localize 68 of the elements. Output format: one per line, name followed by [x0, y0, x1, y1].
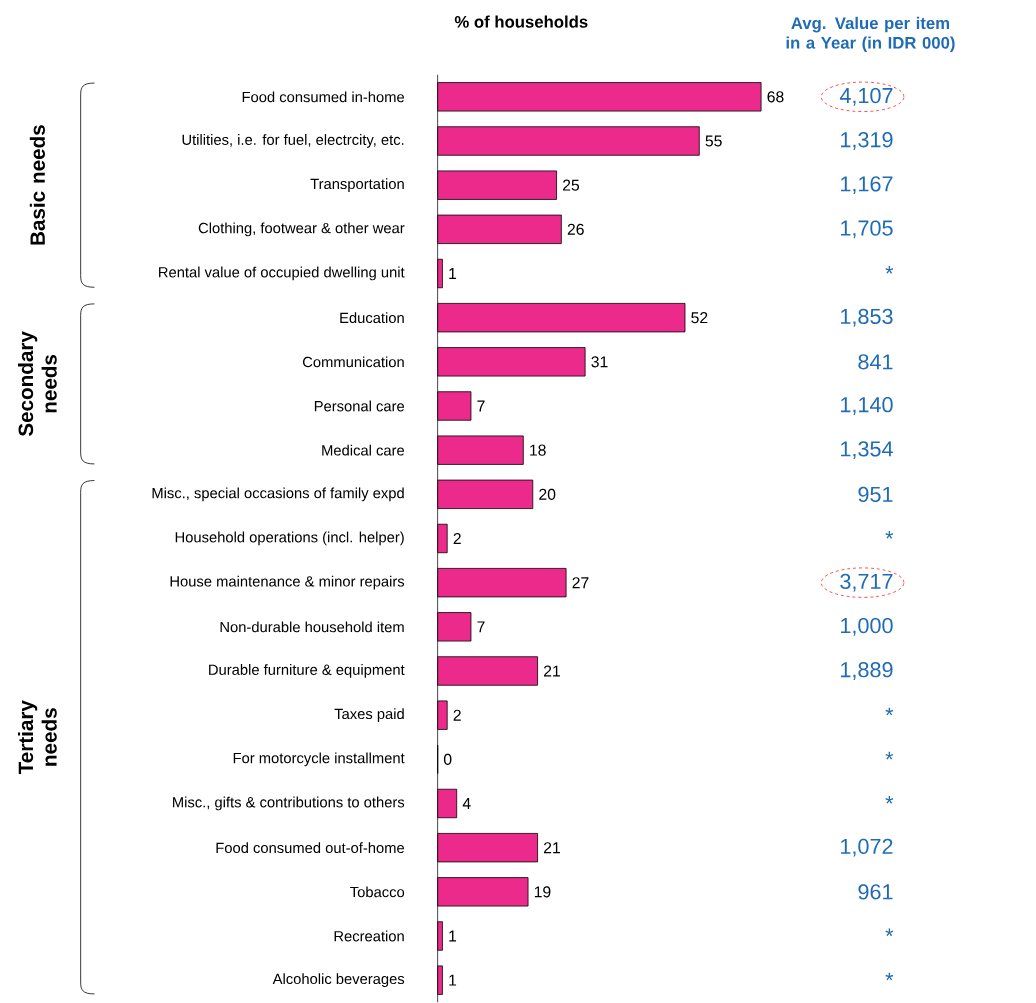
y-tick-label: For motorcycle installment: [233, 752, 405, 767]
y-tick-label: Alcoholic beverages: [272, 973, 405, 988]
data-label: 1: [449, 930, 457, 942]
x-axis-title: % of households: [454, 15, 588, 28]
data-label: 4: [462, 798, 471, 810]
y-tick-label: Transportation: [310, 178, 404, 193]
y-tick-label: Personal care: [314, 400, 405, 412]
data-label: 52: [691, 312, 708, 324]
data-label: 31: [591, 356, 608, 368]
text: *: [885, 531, 894, 539]
text: 4,107: [839, 88, 893, 106]
data-label: 68: [767, 91, 784, 103]
data-label: 2: [453, 709, 461, 721]
text: 1,072: [841, 838, 893, 857]
data-label: 2: [453, 533, 461, 545]
y-tick-label: House maintenance & minor repairs: [170, 575, 405, 590]
text: Tertiary needs: [17, 700, 57, 775]
text: Secondary needs: [17, 331, 57, 437]
text: 1,354: [841, 441, 893, 460]
y-tick-label: Utilities, i.e. for fuel, electrcity, etc.: [182, 134, 404, 149]
y-tick-label: Misc., gifts & contributions to others: [173, 796, 405, 811]
data-label: 26: [567, 223, 584, 236]
data-label: 25: [563, 179, 580, 191]
y-tick-label: Clothing, footwear & other wear: [198, 222, 405, 237]
text: Avg. Value per item in a Year (in IDR 000): [786, 16, 955, 53]
y-tick-label: Food consumed out-of-home: [216, 842, 405, 854]
y-tick-label: Misc., special occasions of family expd: [152, 487, 404, 502]
data-label: 0: [443, 753, 452, 766]
text: *: [885, 796, 894, 804]
y-tick-label: Household operations (incl. helper): [175, 531, 404, 546]
text: 3,717: [840, 573, 893, 592]
data-label: 27: [572, 577, 589, 589]
text: 1,889: [841, 662, 893, 681]
text: *: [885, 928, 894, 937]
text: 1,853: [841, 308, 893, 327]
data-label: 21: [543, 842, 560, 854]
text: 1,140: [841, 397, 893, 416]
data-label: 7: [477, 621, 485, 633]
data-label: 20: [539, 488, 556, 501]
text: 1,000: [841, 618, 893, 636]
text: 951: [858, 486, 893, 503]
data-label: 18: [530, 444, 546, 456]
text: Basic needs: [29, 125, 45, 245]
data-label: 55: [705, 135, 722, 147]
text: 1,705: [841, 220, 893, 239]
y-tick-label: Medical care: [322, 444, 405, 456]
y-tick-label: Non-durable household item: [220, 621, 404, 633]
text: 1,319: [841, 132, 893, 151]
text: *: [885, 266, 894, 274]
data-label: 1: [449, 268, 457, 280]
y-tick-label: Food consumed in-home: [242, 91, 405, 103]
y-tick-label: Rental value of occupied dwelling unit: [159, 266, 405, 281]
text: *: [885, 972, 894, 981]
y-tick-label: Taxes paid: [334, 708, 404, 723]
y-tick-label: Recreation: [334, 930, 404, 942]
text: 961: [858, 884, 893, 900]
y-tick-label: Durable furniture & equipment: [209, 664, 405, 679]
y-tick-label: Education: [340, 312, 404, 324]
text: 1,167: [841, 176, 893, 195]
text: 841: [858, 354, 893, 370]
data-label: 19: [534, 886, 551, 898]
y-tick-label: Communication: [302, 356, 404, 368]
data-label: 1: [449, 974, 457, 986]
data-label: 21: [543, 665, 560, 677]
y-tick-label: Tobacco: [350, 886, 405, 898]
text: *: [885, 707, 894, 716]
data-label: 7: [477, 400, 485, 412]
text: *: [885, 752, 894, 760]
